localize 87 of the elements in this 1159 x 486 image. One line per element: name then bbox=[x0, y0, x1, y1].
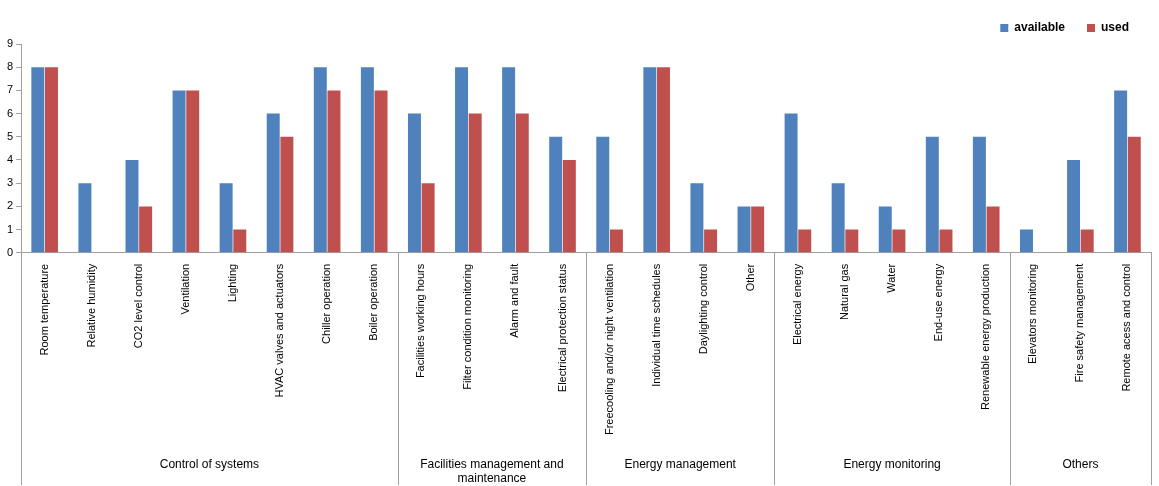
x-tick-label: Chiller operation bbox=[320, 263, 333, 344]
y-tick-label: 5 bbox=[6, 129, 14, 142]
y-tick-label: 1 bbox=[6, 222, 14, 235]
legend-label: used bbox=[1100, 20, 1130, 35]
x-tick-label: Facilities working hours bbox=[414, 263, 427, 379]
bar bbox=[1067, 159, 1081, 253]
bar bbox=[972, 136, 986, 253]
x-tick-label: End-use energy bbox=[932, 263, 945, 342]
bar bbox=[751, 206, 765, 253]
bar bbox=[219, 183, 233, 253]
y-tick-label: 2 bbox=[6, 199, 14, 212]
text: Energy monitoring bbox=[843, 457, 941, 472]
y-tick-label: 3 bbox=[6, 176, 14, 189]
bar bbox=[737, 206, 751, 253]
y-tick-label: 6 bbox=[6, 106, 14, 119]
x-tick-label: Relative humidity bbox=[84, 263, 97, 348]
y-tick-label: 4 bbox=[6, 153, 14, 166]
bar bbox=[327, 90, 341, 253]
bar bbox=[690, 183, 704, 253]
bar bbox=[657, 67, 670, 253]
bar bbox=[468, 113, 482, 253]
bar bbox=[78, 183, 92, 253]
bar bbox=[892, 229, 906, 253]
bar bbox=[515, 113, 529, 253]
x-tick-label: Room temperature bbox=[37, 263, 50, 356]
x-tick-label: Fire safety management bbox=[1073, 263, 1086, 383]
bar bbox=[549, 136, 563, 253]
bar bbox=[45, 67, 58, 253]
bar bbox=[125, 159, 139, 253]
x-tick-label: Remote acess and control bbox=[1120, 263, 1133, 392]
bar bbox=[831, 183, 845, 253]
legend-label: available bbox=[1014, 20, 1066, 35]
text: Energy management bbox=[624, 457, 737, 472]
x-tick-label: Freecooling and/or night ventilation bbox=[602, 263, 615, 436]
bar bbox=[502, 67, 516, 253]
bar bbox=[407, 113, 421, 253]
bar bbox=[421, 183, 435, 253]
bar bbox=[31, 67, 45, 253]
x-tick-label: Daylighting control bbox=[696, 263, 709, 355]
bar bbox=[360, 67, 374, 253]
x-tick-label: Individual time schedules bbox=[649, 263, 662, 387]
bar bbox=[139, 206, 153, 253]
x-tick-label: HVAC valves and actuators bbox=[273, 263, 286, 398]
x-tick-label: Electrical energy bbox=[790, 263, 803, 346]
y-tick-label: 9 bbox=[6, 37, 14, 50]
bar bbox=[1127, 136, 1141, 253]
bar bbox=[798, 229, 812, 253]
bar bbox=[233, 229, 247, 253]
bar bbox=[784, 113, 798, 253]
bar bbox=[1114, 90, 1128, 253]
y-tick-label: 7 bbox=[6, 83, 14, 96]
bar bbox=[1080, 229, 1094, 253]
text: Control of systems bbox=[159, 457, 260, 472]
x-tick-label: Boiler operation bbox=[367, 263, 380, 341]
y-tick-label: 8 bbox=[6, 60, 14, 73]
x-tick-label: Filter condition monitoring bbox=[461, 263, 474, 390]
bar bbox=[704, 229, 718, 253]
bar bbox=[609, 229, 623, 253]
bar bbox=[596, 136, 610, 253]
bar bbox=[878, 206, 892, 253]
text: Others bbox=[1062, 457, 1099, 472]
x-tick-label: Elevators monitoring bbox=[1026, 263, 1039, 365]
bar bbox=[374, 90, 388, 253]
bar bbox=[986, 206, 1000, 253]
x-tick-label: CO2 level control bbox=[131, 263, 144, 349]
bar bbox=[845, 229, 859, 253]
bar bbox=[186, 90, 200, 253]
text: Facilities management and maintenance bbox=[420, 457, 564, 486]
x-tick-label: Alarm and fault bbox=[508, 263, 521, 338]
bar bbox=[455, 67, 469, 253]
bar bbox=[266, 113, 280, 253]
bar bbox=[1019, 229, 1033, 253]
x-tick-label: Other bbox=[743, 263, 756, 292]
bar bbox=[643, 67, 657, 253]
x-tick-label: Renewable energy production bbox=[979, 263, 992, 410]
bar bbox=[172, 90, 186, 253]
bar bbox=[313, 67, 327, 253]
bar bbox=[939, 229, 953, 253]
x-tick-label: Lighting bbox=[226, 263, 238, 303]
x-tick-label: Ventilation bbox=[178, 263, 191, 315]
x-tick-label: Electrical protection status bbox=[555, 263, 568, 393]
x-tick-label: Water bbox=[885, 263, 898, 293]
y-tick-label: 0 bbox=[6, 245, 14, 258]
x-tick-label: Natural gas bbox=[838, 263, 851, 321]
bar bbox=[280, 136, 294, 253]
bar bbox=[562, 159, 576, 253]
bar bbox=[925, 136, 939, 253]
